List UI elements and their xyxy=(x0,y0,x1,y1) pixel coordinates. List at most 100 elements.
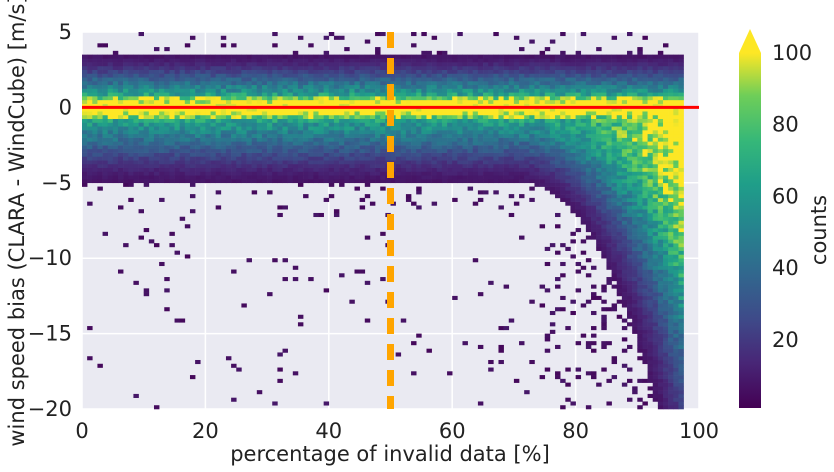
heatmap-cell xyxy=(174,175,180,180)
heatmap-cell xyxy=(483,58,489,63)
heatmap-cell xyxy=(405,141,412,146)
heatmap-cell xyxy=(549,54,556,59)
heatmap-cell xyxy=(339,35,345,40)
heatmap-cell xyxy=(385,126,391,131)
heatmap-cell xyxy=(565,182,571,187)
heatmap-cell xyxy=(87,88,93,93)
heatmap-cell xyxy=(159,99,165,104)
heatmap-cell xyxy=(195,114,201,120)
heatmap-cell xyxy=(621,148,628,153)
heatmap-cell xyxy=(591,326,597,331)
heatmap-cell xyxy=(483,54,489,59)
heatmap-cell xyxy=(657,160,664,165)
heatmap-cell xyxy=(354,77,360,82)
heatmap-cell xyxy=(92,96,98,101)
heatmap-cell xyxy=(508,141,515,146)
heatmap-cell xyxy=(143,126,150,131)
heatmap-cell xyxy=(488,107,494,112)
heatmap-cell xyxy=(313,122,319,127)
heatmap-cell xyxy=(627,239,633,244)
heatmap-cell xyxy=(431,88,438,93)
heatmap-cell xyxy=(251,84,258,89)
heatmap-cell xyxy=(673,246,679,251)
heatmap-cell xyxy=(148,103,155,108)
heatmap-cell xyxy=(544,54,551,59)
heatmap-cell xyxy=(544,261,551,267)
heatmap-cell xyxy=(256,88,263,93)
heatmap-cell xyxy=(668,77,674,82)
heatmap-cell xyxy=(539,92,546,97)
heatmap-cell xyxy=(82,111,88,116)
heatmap-cell xyxy=(611,205,618,210)
heatmap-cell xyxy=(539,54,546,59)
heatmap-cell xyxy=(323,401,330,406)
heatmap-cell xyxy=(164,122,170,127)
heatmap-cell xyxy=(642,246,648,251)
heatmap-cell xyxy=(359,148,366,153)
heatmap-cell xyxy=(421,126,427,131)
heatmap-cell xyxy=(637,273,643,278)
heatmap-cell xyxy=(390,99,396,104)
heatmap-cell xyxy=(241,114,247,120)
heatmap-cell xyxy=(596,92,602,97)
heatmap-cell xyxy=(405,77,412,82)
heatmap-cell xyxy=(493,133,499,138)
heatmap-cell xyxy=(272,65,278,70)
heatmap-cell xyxy=(668,197,674,202)
heatmap-cell xyxy=(642,84,648,89)
heatmap-cell xyxy=(524,156,530,161)
heatmap-cell xyxy=(488,160,494,165)
heatmap-cell xyxy=(657,50,664,55)
heatmap-cell xyxy=(261,156,268,161)
heatmap-cell xyxy=(632,314,638,319)
heatmap-cell xyxy=(421,130,427,135)
heatmap-cell xyxy=(405,167,412,172)
heatmap-cell xyxy=(210,103,216,108)
heatmap-cell xyxy=(138,65,144,70)
heatmap-cell xyxy=(82,130,88,135)
heatmap-cell xyxy=(601,288,607,293)
heatmap-cell xyxy=(457,54,463,59)
heatmap-cell xyxy=(611,190,618,195)
heatmap-cell xyxy=(606,58,612,63)
heatmap-cell xyxy=(462,148,468,153)
heatmap-cell xyxy=(174,250,180,255)
heatmap-cell xyxy=(673,295,679,300)
heatmap-cell xyxy=(606,205,612,210)
heatmap-cell xyxy=(87,73,93,78)
heatmap-cell xyxy=(339,114,345,120)
heatmap-cell xyxy=(524,92,530,97)
heatmap-cell xyxy=(436,69,443,74)
heatmap-cell xyxy=(601,197,607,202)
heatmap-cell xyxy=(555,133,561,138)
heatmap-cell xyxy=(297,322,304,327)
heatmap-cell xyxy=(102,231,109,236)
heatmap-cell xyxy=(292,50,299,55)
heatmap-cell xyxy=(555,69,561,74)
heatmap-cell xyxy=(256,77,263,82)
heatmap-cell xyxy=(107,145,114,150)
heatmap-cell xyxy=(652,88,659,93)
heatmap-cell xyxy=(349,114,355,120)
heatmap-cell xyxy=(369,122,376,127)
heatmap-cell xyxy=(503,133,510,138)
heatmap-cell xyxy=(292,114,299,120)
heatmap-cell xyxy=(128,84,134,89)
heatmap-cell xyxy=(133,62,139,67)
heatmap-cell xyxy=(210,92,216,97)
heatmap-cell xyxy=(488,92,494,97)
heatmap-cell xyxy=(261,65,268,70)
heatmap-cell xyxy=(411,43,417,48)
heatmap-cell xyxy=(524,62,530,67)
heatmap-cell xyxy=(591,186,597,191)
heatmap-cell xyxy=(261,137,268,142)
heatmap-cell xyxy=(647,337,654,342)
heatmap-cell xyxy=(138,111,144,116)
heatmap-cell xyxy=(225,99,232,104)
heatmap-cell xyxy=(596,156,602,161)
heatmap-cell xyxy=(601,299,607,304)
heatmap-cell xyxy=(606,133,612,138)
heatmap-cell xyxy=(477,344,484,349)
heatmap-cell xyxy=(436,107,443,112)
heatmap-cell xyxy=(313,62,319,67)
